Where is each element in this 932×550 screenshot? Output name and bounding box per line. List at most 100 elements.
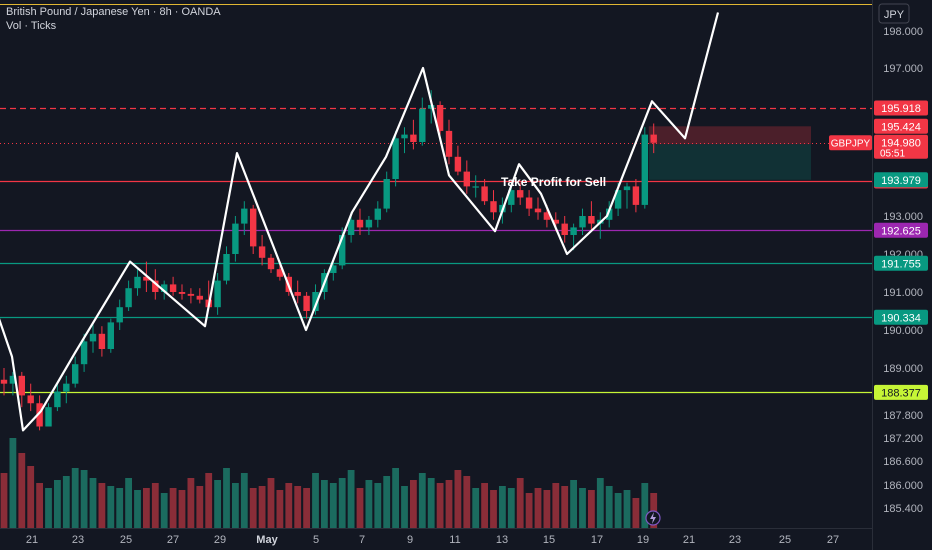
price-line-label: 190.334 [881,312,921,324]
candle[interactable] [27,395,34,404]
candle[interactable] [428,105,435,109]
candle[interactable] [623,186,631,191]
candle[interactable] [517,190,524,198]
candle[interactable] [9,375,17,384]
volume-bar [303,488,310,528]
candle[interactable] [419,108,426,142]
candle[interactable] [454,156,462,172]
candle[interactable] [436,105,444,131]
candle[interactable] [641,134,648,205]
currency-button-label[interactable]: JPY [884,9,905,21]
candle[interactable] [543,212,551,220]
candle[interactable] [383,179,390,209]
candle[interactable] [0,379,8,384]
volume-bar [240,473,248,528]
candle[interactable] [152,280,159,292]
volume-indicator-label[interactable]: Vol · Ticks [6,20,57,32]
candle[interactable] [552,219,559,224]
volume-bar [347,470,355,528]
candle[interactable] [579,216,586,228]
candle[interactable] [125,288,132,308]
candle[interactable] [116,307,123,323]
candle[interactable] [267,257,275,270]
volume-bar [258,486,266,528]
candle[interactable] [508,190,515,205]
candle[interactable] [490,201,497,213]
position-price-label: 193.979 [881,175,921,187]
candle[interactable] [232,223,239,254]
symbol-tag[interactable]: GBPJPY [831,139,871,150]
candle[interactable] [54,391,61,408]
candle[interactable] [303,295,310,311]
candle[interactable] [143,276,150,281]
candle[interactable] [187,293,195,296]
time-tick-label: 19 [637,534,649,546]
take-profit-annotation[interactable]: Take Profit for Sell [501,175,606,189]
candle[interactable] [161,284,168,292]
candle[interactable] [80,341,88,365]
time-tick-label: 29 [214,534,226,546]
price-line-label-bg [874,309,928,325]
volume-bar [62,476,70,528]
volume-bar [427,478,435,528]
candle[interactable] [410,134,417,142]
candle[interactable] [632,186,640,205]
candle[interactable] [107,322,114,349]
candle[interactable] [196,295,203,300]
stop-loss-zone[interactable] [648,126,811,145]
candle[interactable] [134,276,141,289]
currency-button[interactable] [878,3,910,24]
candle[interactable] [223,254,230,281]
candle[interactable] [89,333,97,342]
price-tick-label: 190.000 [883,325,923,337]
price-line-label-bg [874,100,928,116]
candle[interactable] [36,403,43,427]
candle[interactable] [650,134,657,143]
candle[interactable] [570,227,577,235]
candle[interactable] [258,246,266,258]
candle[interactable] [356,219,364,228]
pattern-drawing[interactable] [0,12,720,432]
candle[interactable] [472,186,479,188]
candle[interactable] [401,134,408,139]
volume-bar [374,483,382,528]
candle[interactable] [169,284,177,292]
candle[interactable] [98,333,106,349]
candle[interactable] [561,223,568,235]
candle[interactable] [534,208,542,213]
symbol-title[interactable]: British Pound / Japanese Yen · 8h · OAND… [6,6,221,18]
candle[interactable] [525,197,533,209]
time-tick-label: May [256,534,278,546]
candle[interactable] [445,130,453,157]
lightning-icon-glyph [650,512,656,524]
volume-bar [543,490,551,528]
take-profit-zone[interactable] [648,144,811,180]
candle[interactable] [463,171,470,187]
candle[interactable] [72,364,79,384]
candle[interactable] [339,235,346,266]
candle[interactable] [250,208,257,247]
candle[interactable] [276,269,284,277]
candle[interactable] [365,219,373,228]
candle[interactable] [330,265,337,273]
candle[interactable] [347,219,355,235]
candle[interactable] [481,186,488,202]
candle[interactable] [45,407,52,427]
candle[interactable] [18,375,25,396]
time-tick-label: 27 [167,534,179,546]
candle[interactable] [214,280,221,308]
candle[interactable] [312,292,319,311]
candle[interactable] [374,208,381,220]
candle[interactable] [63,383,70,392]
candle[interactable] [606,208,613,220]
volume-bar [552,483,560,528]
candle[interactable] [588,216,595,224]
candle[interactable] [178,292,186,294]
candle[interactable] [614,190,622,209]
candle[interactable] [294,292,301,296]
candle[interactable] [241,208,248,224]
candle[interactable] [392,138,399,179]
volume-bar [267,478,275,528]
price-tick-label: 187.200 [883,433,923,445]
